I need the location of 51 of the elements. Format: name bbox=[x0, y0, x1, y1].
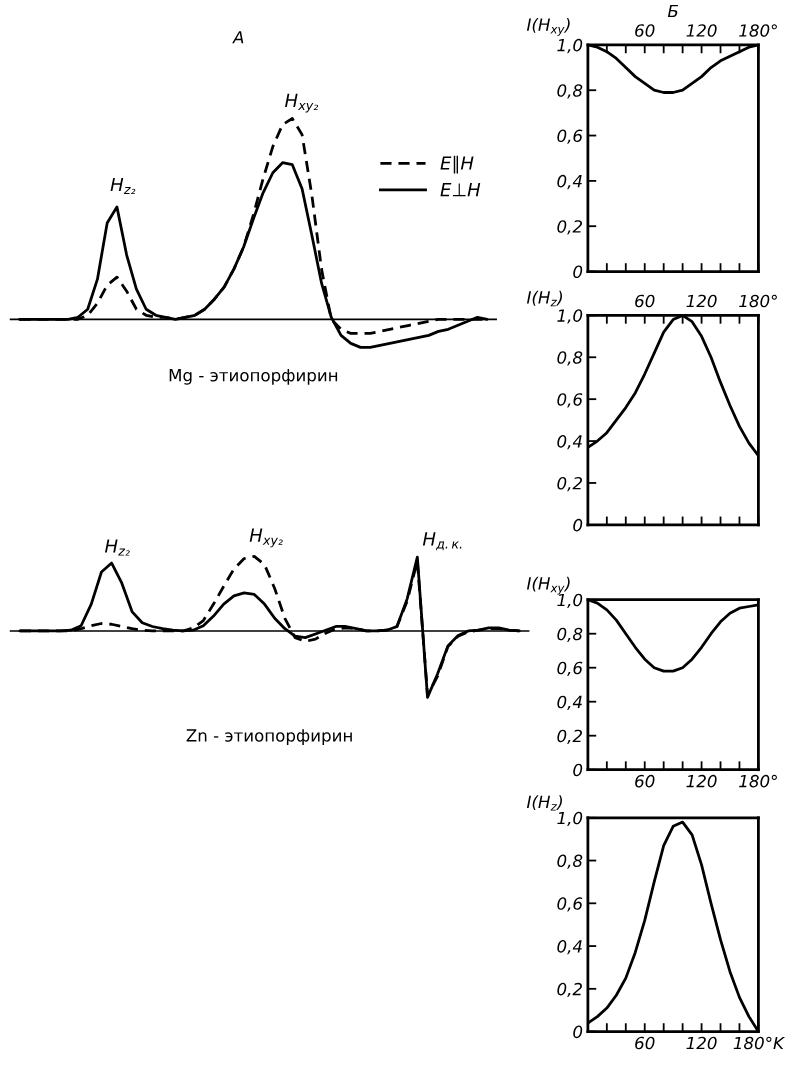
y-tick-label: 0,2 bbox=[557, 476, 582, 492]
y-tick-label: 0 bbox=[573, 265, 583, 279]
y-tick-label: 0,6 bbox=[557, 129, 583, 144]
x-tick-label: 60 bbox=[635, 294, 655, 308]
y-tick-label: 0 bbox=[573, 518, 583, 532]
text: H$_{xy₂}$ bbox=[249, 528, 283, 548]
y-tick-label: 0,4 bbox=[557, 940, 582, 955]
y-tick-label: 0,4 bbox=[557, 695, 582, 710]
text: H$_{xy₂}$ bbox=[285, 93, 319, 113]
x-tick-label: 180° bbox=[739, 24, 777, 37]
x-tick-label: 120 bbox=[686, 24, 717, 37]
x-axis-title: Mg - этиопорфирин bbox=[169, 369, 338, 385]
y-tick-label: 0,2 bbox=[557, 220, 582, 235]
y-axis-title: I(H$_{z}$) bbox=[526, 290, 562, 307]
x-tick-label: 120 bbox=[686, 774, 717, 788]
text: H$_{z₂}$ bbox=[104, 539, 130, 556]
x-tick-label: 180° bbox=[739, 294, 777, 308]
legend-label: E⊥H bbox=[440, 183, 481, 197]
y-axis-title: I(H$_{xy}$) bbox=[526, 576, 570, 595]
y-tick-label: 1,0 bbox=[557, 309, 583, 324]
x-tick-label: 60 bbox=[635, 774, 655, 788]
y-tick-label: 0,8 bbox=[557, 351, 583, 366]
y-tick-label: 0,8 bbox=[557, 854, 583, 869]
y-tick-label: 0,6 bbox=[557, 393, 583, 408]
x-tick-label: 60 bbox=[635, 24, 655, 37]
y-tick-label: 1,0 bbox=[557, 593, 583, 608]
y-axis-title: I(H$_{xy}$) bbox=[526, 18, 570, 36]
y-tick-label: 0,6 bbox=[557, 897, 583, 912]
y-tick-label: 0,2 bbox=[557, 982, 582, 998]
x-tick-label: 180°K bbox=[733, 1036, 786, 1050]
chart-title: Б bbox=[667, 4, 679, 18]
y-tick-label: 0,4 bbox=[557, 435, 582, 450]
y-tick-label: 0,2 bbox=[557, 729, 582, 744]
x-tick-label: 120 bbox=[686, 294, 717, 308]
y-tick-label: 0 bbox=[573, 763, 583, 777]
x-tick-label: 180° bbox=[739, 774, 777, 788]
x-tick-label: 60 bbox=[635, 1036, 655, 1050]
y-tick-label: 1,0 bbox=[557, 38, 583, 54]
y-tick-label: 1,0 bbox=[557, 811, 583, 827]
y-axis-title: I(H$_{z}$) bbox=[526, 795, 562, 811]
text: H$_{д.к.}$ bbox=[422, 532, 462, 551]
legend-label: E∥H bbox=[440, 155, 474, 174]
x-axis-title: Zn - этиопорфирин bbox=[186, 729, 352, 745]
y-tick-label: 0,4 bbox=[557, 174, 582, 190]
chart-title: A bbox=[232, 31, 244, 44]
y-tick-label: 0,8 bbox=[557, 84, 583, 99]
y-tick-label: 0,8 bbox=[557, 627, 583, 642]
x-tick-label: 120 bbox=[686, 1036, 717, 1050]
annotation: H$_{z₂}$ bbox=[110, 177, 136, 195]
y-tick-label: 0,6 bbox=[557, 661, 583, 676]
y-tick-label: 0 bbox=[573, 1025, 583, 1039]
